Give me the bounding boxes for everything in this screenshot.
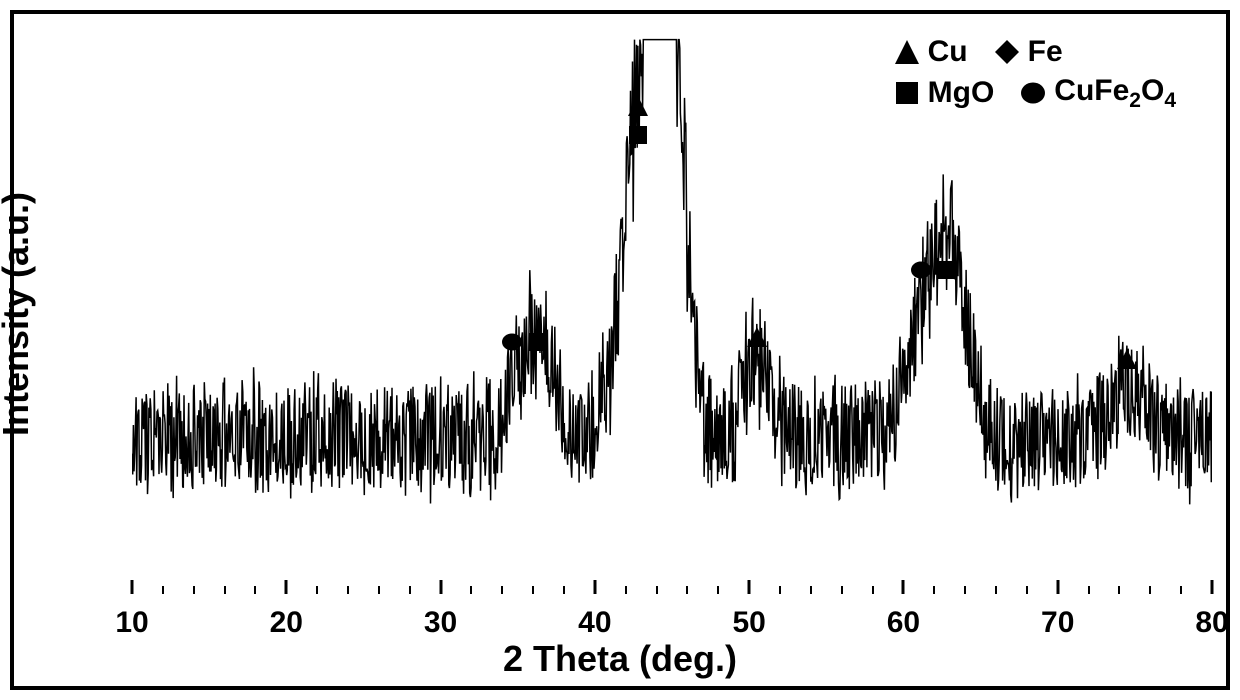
x-tick-minor: [656, 586, 658, 594]
peak-marker-at-74.5: [1116, 348, 1138, 375]
y-axis-label: Intensity (a.u.): [0, 192, 37, 436]
x-tick-minor: [717, 586, 719, 594]
x-tick-minor: [224, 586, 226, 594]
circle-icon: [501, 331, 523, 358]
x-tick-minor: [964, 586, 966, 594]
x-tick-minor: [563, 586, 565, 594]
x-tick-minor: [378, 586, 380, 594]
x-tick-label: 20: [270, 606, 303, 640]
plot-area: [132, 34, 1212, 594]
legend-item-Fe: Fe: [994, 32, 1063, 71]
xrd-spectrum-line: [132, 34, 1212, 594]
x-tick-minor: [470, 586, 472, 594]
x-tick-label: 10: [115, 606, 148, 640]
x-tick-minor: [810, 586, 812, 594]
legend-item-Cu: Cu: [894, 32, 968, 71]
legend-label: MgO: [928, 73, 995, 112]
x-tick: [1056, 580, 1059, 594]
x-tick-label: 50: [732, 606, 765, 640]
x-tick-minor: [686, 586, 688, 594]
x-tick-minor: [1149, 586, 1151, 594]
x-tick-label: 40: [578, 606, 611, 640]
x-tick-minor: [872, 586, 874, 594]
x-tick-minor: [409, 586, 411, 594]
triangle-icon: [1116, 348, 1138, 375]
square-icon: [936, 259, 958, 286]
x-tick-minor: [501, 586, 503, 594]
legend-item-MgO: MgO: [894, 71, 995, 114]
x-tick-minor: [162, 586, 164, 594]
x-tick-minor: [1118, 586, 1120, 594]
square-icon: [627, 124, 649, 151]
x-tick: [748, 580, 751, 594]
legend-item-cufe2o4: CuFe2O4: [1020, 71, 1176, 114]
x-tick: [593, 580, 596, 594]
x-axis-label: 2 Theta (deg.): [503, 638, 737, 680]
x-tick-minor: [532, 586, 534, 594]
square-icon: [527, 331, 549, 358]
x-tick: [285, 580, 288, 594]
chart-container: Intensity (a.u.) 2 Theta (deg.) CuFeMgOC…: [10, 10, 1230, 690]
x-tick-minor: [1026, 586, 1028, 594]
peak-marker-at-35.5: [501, 331, 549, 358]
legend-label: Fe: [1028, 32, 1063, 71]
legend: Cu Fe MgO CuFe2O4: [894, 32, 1176, 114]
x-tick-minor: [779, 586, 781, 594]
peak-marker-at-42.8: [627, 95, 649, 151]
x-tick-minor: [841, 586, 843, 594]
x-tick: [902, 580, 905, 594]
x-tick-minor: [254, 586, 256, 594]
triangle-icon: [627, 95, 649, 122]
x-tick-label: 30: [424, 606, 457, 640]
x-tick-minor: [1180, 586, 1182, 594]
x-tick: [131, 580, 134, 594]
peak-marker-at-62: [910, 259, 958, 286]
x-tick-label: 60: [887, 606, 920, 640]
legend-label: Cu: [928, 32, 968, 71]
x-tick-minor: [193, 586, 195, 594]
triangle-icon: [746, 326, 768, 353]
x-tick-label: 70: [1041, 606, 1074, 640]
x-tick-minor: [995, 586, 997, 594]
x-tick-minor: [347, 586, 349, 594]
x-tick: [1211, 580, 1214, 594]
x-tick-minor: [625, 586, 627, 594]
circle-icon: [910, 259, 932, 286]
peak-marker-at-50.5: [746, 326, 768, 353]
x-tick-minor: [316, 586, 318, 594]
legend-label: CuFe2O4: [1054, 71, 1176, 114]
x-tick-label: 80: [1195, 606, 1228, 640]
x-tick: [439, 580, 442, 594]
x-tick-minor: [933, 586, 935, 594]
x-tick-minor: [1088, 586, 1090, 594]
